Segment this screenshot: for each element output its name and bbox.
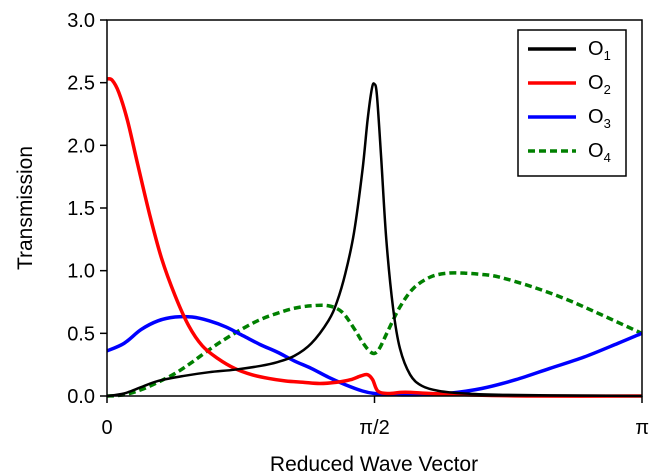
legend-subscript: 2 [604, 82, 611, 97]
series-line-o1 [106, 82, 642, 398]
legend-subscript: 4 [604, 150, 611, 165]
legend-subscript: 1 [604, 48, 611, 63]
y-tick-label: 2.5 [67, 73, 95, 95]
y-tick-label: 0.0 [67, 386, 95, 408]
legend-subscript: 3 [604, 116, 611, 131]
x-axis-title: Reduced Wave Vector [270, 453, 478, 476]
y-axis-title: Transmission [14, 146, 37, 270]
y-tick-label: 1.5 [67, 198, 95, 220]
series-line-o4 [106, 271, 643, 398]
series-layer [106, 77, 643, 398]
y-tick-label: 1.0 [67, 261, 95, 283]
y-tick-label: 3.0 [67, 10, 95, 32]
axis-ticks: 0.0 0.5 1.0 1.5 2.0 2.5 3.0 0 π/2 π [67, 10, 649, 439]
x-tick-label: π [635, 417, 649, 439]
series-line-o2 [106, 77, 642, 398]
x-tick-label: π/2 [359, 417, 389, 439]
y-tick-label: 2.0 [67, 135, 95, 157]
series-line-o3 [106, 314, 643, 397]
x-tick-label: 0 [101, 417, 112, 439]
y-tick-label: 0.5 [67, 323, 95, 345]
